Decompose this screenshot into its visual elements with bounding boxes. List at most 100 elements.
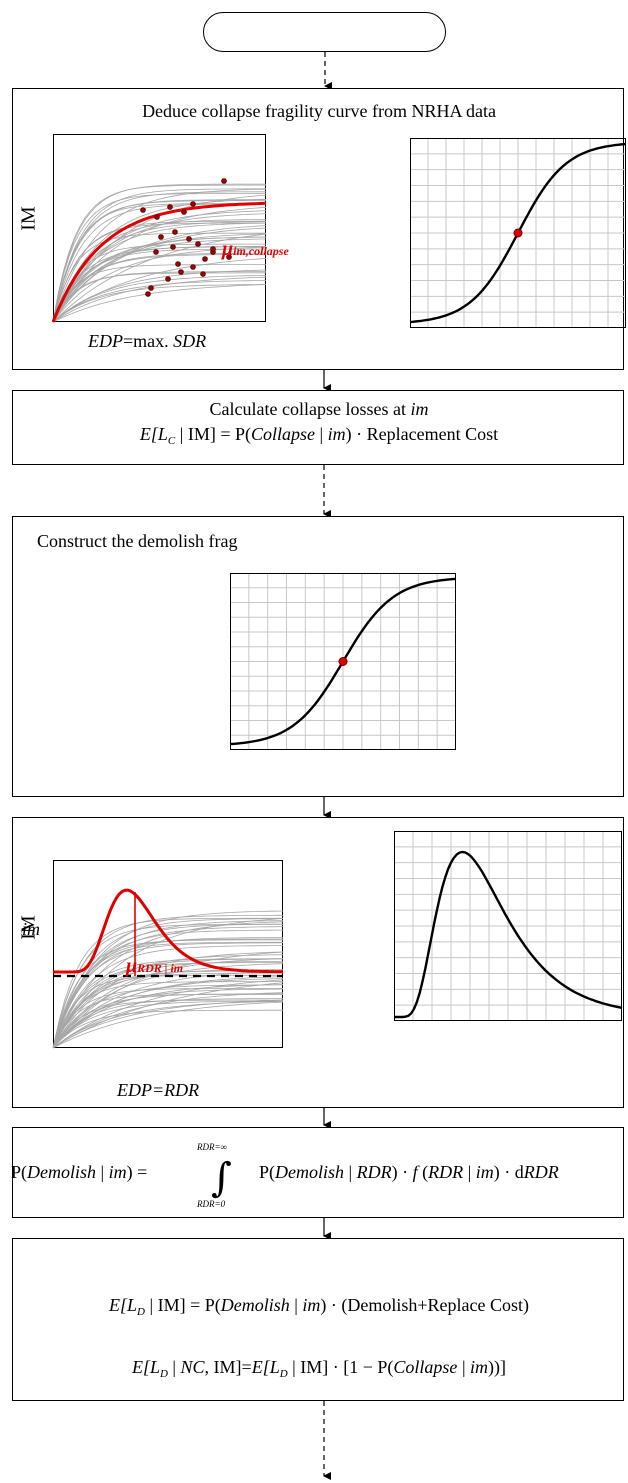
ida-curve [52,243,266,323]
demolish-probability-lhs: P(Demolish | im) = [11,1162,148,1182]
ida-curve [52,970,284,1049]
box2-equation: E[LC | IM] = P(Collapse | im) · Replacem… [139,424,499,447]
box4-x-label: EDP=RDR [117,1080,200,1100]
ida-curve [52,951,284,1049]
ida-curve [52,276,267,323]
demolition-loss-equation: E[LD | IM] = P(Demolish | im) · (Demolis… [109,1295,529,1318]
ida-curve [52,992,284,1049]
ida-curve [52,264,266,323]
nrha-plot-collapse [51,134,267,323]
collapse-fragility-curve [409,138,627,328]
box3-title: Construct the demolish frag [37,531,238,551]
box-rdr-distribution: IM im EDP=RDR [12,817,624,1108]
ida-curve [52,280,267,323]
non-collapse-loss-equation: E[LD | NC, IM]=E[LD | IM] · [1 − P(Colla… [131,1357,507,1380]
box-demolition-losses: E[LD | IM] = P(Demolish | im) · (Demolis… [12,1238,624,1401]
ida-curve [52,1009,283,1049]
ida-curve [52,233,267,323]
integral-sign: ∫ [211,1155,232,1201]
collapse-point [202,256,208,262]
plot-frame [53,860,283,1048]
box4-im-label: im [22,919,40,939]
collapse-point [190,201,196,207]
collapse-point [226,254,232,260]
collapse-point [165,276,171,282]
ida-curve [52,1001,284,1049]
box1-y-label: IM [17,206,40,231]
collapse-point [154,214,160,220]
integral-upper-limit: RDR=∞ [197,1142,227,1152]
collapse-point [140,207,146,213]
ida-curve [52,269,267,323]
ida-curve [52,252,266,323]
collapse-point [195,241,201,247]
collapse-point [167,204,173,210]
ida-curve [52,982,284,1049]
ida-curve [52,188,266,323]
collapse-point [200,271,206,277]
ida-curve [52,271,266,323]
ida-curve [52,958,283,1049]
ida-curve [52,962,283,1049]
ida-curve [52,960,284,1049]
ida-curve [52,926,283,1049]
ida-curve [52,232,266,323]
ida-curve [52,981,283,1049]
ida-curve [52,222,266,323]
collapse-point [210,246,216,252]
integral-lower-limit: RDR=0 [197,1199,226,1209]
collapse-point [178,269,184,275]
ida-curve [52,914,283,1049]
ida-curve [52,233,267,323]
ida-curve [52,920,283,1049]
demolish-probability-rhs: P(Demolish | RDR) · f (RDR | im) · dRDR [259,1162,559,1182]
ida-curve [52,188,267,323]
ida-curve [52,284,266,323]
ida-curve [52,1001,284,1049]
box-collapse-losses: Calculate collapse losses at im E[LC | I… [12,390,624,465]
nrha-plot-rdr [52,860,284,1049]
plot-frame [230,573,456,750]
ida-curve [52,246,266,323]
collapse-point [175,261,181,267]
ida-curve [52,199,266,323]
ida-curve [52,284,267,323]
box1-title: Deduce collapse fragility curve from NRH… [142,101,496,121]
ida-curve [52,942,283,1049]
ida-curve [52,222,267,323]
rdr-pdf-curve [394,831,623,1021]
collapse-point [158,234,164,240]
collapse-point [170,244,176,250]
rdr-distribution-curve [53,888,283,974]
collapse-point [145,291,151,297]
ida-curve [52,923,283,1049]
ida-curve [52,248,266,323]
ida-curve [52,979,284,1049]
collapse-point [153,249,159,255]
ida-curve [52,976,284,1049]
ida-curve [52,236,267,323]
collapse-point [181,209,187,215]
box-demolish-fragility: Construct the demolish frag [12,516,624,797]
ida-curve [52,191,266,323]
rdr-pdf [394,850,623,1019]
ida-curve [52,963,284,1049]
ida-curve [52,225,267,323]
collapse-point [148,285,154,291]
ida-curve [52,984,284,1049]
median-point [513,228,523,238]
ida-curve [52,221,266,323]
box2-title: Calculate collapse losses at im [209,399,429,419]
median-point [338,657,348,666]
plot-frame [410,138,626,328]
median-collapse-label: μim,collapse [222,238,289,260]
box1-x-label: EDP=max. SDR [88,331,207,351]
ida-curve [52,183,266,323]
collapse-point [172,229,178,235]
ida-curve [52,999,284,1049]
ida-curve [52,210,267,323]
ida-curve [52,917,283,1049]
ida-curve [52,988,283,1049]
ida-curve [52,184,266,323]
demolish-fragility-curve [229,573,457,750]
